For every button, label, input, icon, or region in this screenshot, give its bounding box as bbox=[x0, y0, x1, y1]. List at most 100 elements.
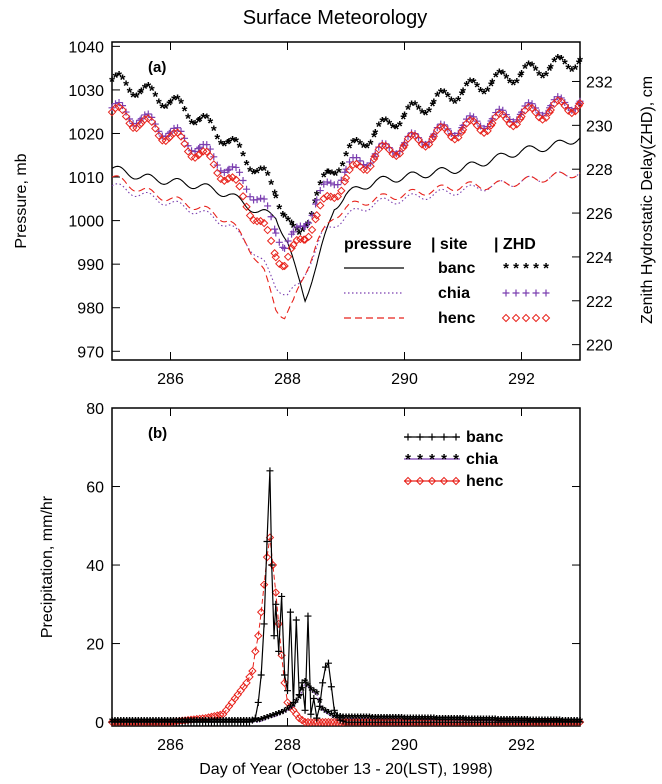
zhd-marker-banc: * bbox=[383, 114, 389, 131]
precip-marker-banc bbox=[270, 632, 278, 640]
legend-marker-henc bbox=[403, 476, 413, 486]
precip-marker-chia: * bbox=[331, 710, 337, 727]
zhd-marker-chia bbox=[174, 124, 182, 132]
zhd-marker-henc bbox=[564, 106, 573, 115]
zhd-marker-banc: * bbox=[182, 103, 188, 120]
zhd-marker-chia bbox=[525, 99, 533, 107]
y-tick-label: 1030 bbox=[68, 83, 104, 100]
zhd-marker-chia bbox=[484, 122, 492, 130]
zhd-marker-chia bbox=[275, 238, 283, 246]
zhd-marker-henc bbox=[505, 119, 515, 129]
zhd-marker-chia bbox=[284, 237, 292, 245]
y-tick-label: 60 bbox=[86, 480, 104, 497]
zhd-marker-henc bbox=[202, 147, 211, 156]
zhd-marker-chia bbox=[337, 176, 345, 184]
legend-marker-chia: * bbox=[405, 451, 411, 468]
zhd-marker-chia bbox=[542, 109, 550, 117]
zhd-marker-banc: * bbox=[142, 80, 148, 97]
zhd-marker-henc bbox=[121, 112, 131, 121]
zhd-marker-henc bbox=[256, 216, 265, 226]
zhd-marker-banc: * bbox=[558, 52, 564, 69]
zhd-marker-chia bbox=[499, 106, 507, 114]
precip-marker-banc bbox=[301, 706, 309, 714]
zhd-marker-chia bbox=[239, 176, 247, 184]
zhd-marker-banc: * bbox=[448, 93, 454, 110]
zhd-marker-banc: * bbox=[268, 176, 274, 193]
zhd-marker-banc: * bbox=[237, 139, 243, 156]
zhd-marker-banc: * bbox=[171, 92, 177, 109]
zhd-marker-banc: * bbox=[438, 85, 444, 102]
zhd-marker-henc bbox=[476, 126, 485, 135]
zhd-marker-chia bbox=[167, 128, 174, 136]
zhd-marker-henc bbox=[348, 160, 358, 170]
zhd-marker-banc: * bbox=[371, 129, 377, 146]
zhd-marker-banc: * bbox=[576, 56, 582, 73]
y2-tick-label: 220 bbox=[586, 338, 613, 355]
y2-tick-label: 232 bbox=[586, 74, 613, 91]
zhd-marker-banc: * bbox=[317, 177, 323, 194]
zhd-marker-banc: * bbox=[233, 134, 239, 151]
precip-marker-chia: * bbox=[323, 704, 329, 721]
y-tick-label: 970 bbox=[77, 344, 104, 361]
zhd-marker-henc bbox=[458, 125, 468, 134]
zhd-marker-chia bbox=[301, 222, 309, 230]
zhd-marker-banc: * bbox=[109, 73, 115, 90]
zhd-marker-banc: * bbox=[127, 85, 133, 102]
y-tick-label: 1000 bbox=[68, 214, 104, 231]
precip-marker-chia: * bbox=[314, 687, 320, 704]
zhd-marker-henc bbox=[483, 126, 492, 136]
zhd-marker-henc bbox=[140, 115, 149, 124]
zhd-marker-banc: * bbox=[488, 78, 494, 95]
precip-marker-chia: * bbox=[305, 679, 311, 696]
zhd-marker-henc bbox=[340, 177, 350, 186]
precip-marker-banc bbox=[272, 600, 280, 608]
zhd-marker-henc bbox=[574, 101, 584, 110]
zhd-marker-chia bbox=[177, 127, 185, 135]
zhd-marker-chia bbox=[323, 178, 331, 186]
zhd-marker-chia bbox=[495, 105, 503, 113]
zhd-marker-banc: * bbox=[230, 133, 236, 150]
zhd-marker-chia bbox=[305, 219, 313, 227]
zhd-marker-banc: * bbox=[149, 82, 155, 99]
legend-marker-chia: * bbox=[441, 451, 447, 468]
zhd-marker-banc: * bbox=[426, 104, 432, 121]
zhd-marker-henc bbox=[307, 225, 317, 235]
zhd-marker-henc bbox=[488, 118, 497, 128]
legend-zhd-marker-chia bbox=[542, 289, 550, 297]
legend-marker-chia: * bbox=[429, 451, 435, 468]
zhd-marker-chia bbox=[513, 116, 521, 124]
x-tick-label: 286 bbox=[157, 371, 184, 388]
zhd-marker-banc: * bbox=[134, 89, 140, 106]
panel-a-ylabel: Pressure, mb bbox=[13, 153, 30, 248]
zhd-marker-chia bbox=[271, 225, 279, 233]
zhd-marker-henc bbox=[486, 121, 496, 130]
zhd-marker-banc: * bbox=[493, 69, 499, 86]
precip-marker-henc bbox=[324, 717, 333, 727]
precip-marker-henc bbox=[262, 552, 272, 562]
zhd-marker-henc bbox=[538, 115, 547, 124]
legend-zhd-marker-henc bbox=[501, 313, 511, 323]
legend-marker-banc bbox=[428, 433, 436, 441]
zhd-marker-banc: * bbox=[522, 61, 528, 78]
zhd-marker-banc: * bbox=[519, 67, 525, 84]
zhd-marker-henc bbox=[111, 103, 120, 113]
zhd-marker-chia bbox=[320, 180, 328, 188]
precip-marker-henc bbox=[303, 717, 313, 727]
zhd-marker-banc: * bbox=[265, 167, 271, 184]
panel-b-legend: banc * * * * * chia henc bbox=[403, 429, 503, 490]
x-tick-label: 288 bbox=[274, 371, 301, 388]
zhd-marker-henc bbox=[421, 142, 430, 151]
zhd-marker-chia bbox=[385, 144, 393, 152]
zhd-marker-banc: * bbox=[555, 51, 561, 68]
zhd-marker-chia bbox=[289, 228, 297, 236]
precip-marker-henc bbox=[300, 717, 310, 727]
zhd-marker-henc bbox=[330, 193, 339, 203]
zhd-marker-banc: * bbox=[289, 217, 295, 234]
legend-site-banc: banc bbox=[466, 429, 503, 446]
zhd-marker-chia bbox=[267, 213, 275, 221]
zhd-marker-henc bbox=[337, 186, 346, 195]
zhd-marker-banc: * bbox=[507, 75, 513, 92]
zhd-marker-henc bbox=[517, 112, 526, 121]
zhd-marker-banc: * bbox=[314, 188, 320, 205]
